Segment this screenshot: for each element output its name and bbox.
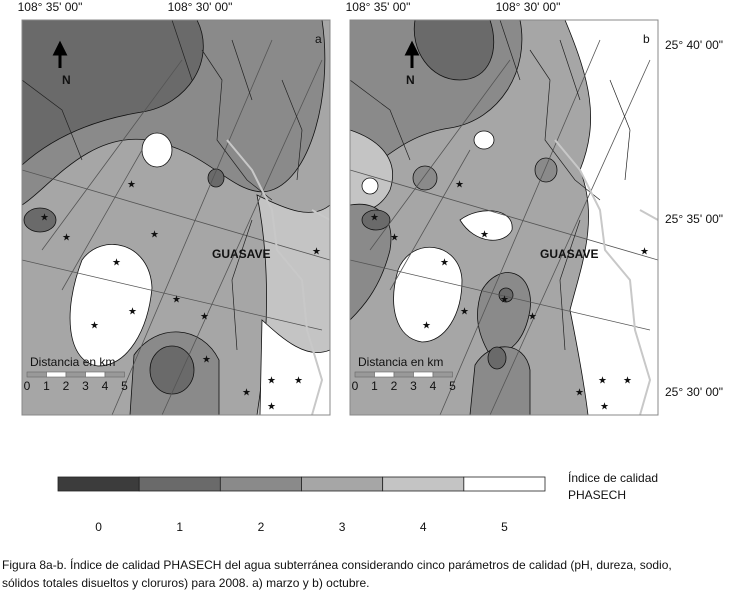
svg-text:★: ★ bbox=[200, 312, 209, 323]
svg-text:★: ★ bbox=[390, 233, 399, 244]
svg-text:★: ★ bbox=[370, 213, 379, 224]
map-panel: N ★ ★ ★ ★ ★ ★ ★ ★ ★ ★ ★ ★ ★ ★ bbox=[350, 20, 658, 415]
scale-segment bbox=[104, 371, 125, 378]
svg-text:★: ★ bbox=[575, 388, 584, 399]
latitude-label: 25° 30' 00" bbox=[665, 385, 723, 399]
scale-tick-label: 1 bbox=[371, 379, 378, 393]
svg-text:★: ★ bbox=[242, 388, 251, 399]
svg-text:★: ★ bbox=[623, 376, 632, 387]
legend-class-label: 4 bbox=[420, 520, 427, 534]
scale-title: Distancia en km bbox=[30, 355, 115, 369]
svg-text:N: N bbox=[62, 73, 71, 87]
scale-tick-label: 0 bbox=[24, 379, 31, 393]
scale-segment bbox=[413, 371, 434, 378]
map-panel: N ★ ★ ★ ★ ★ ★ ★ ★ ★ ★ ★ ★ ★ ★ ★ bbox=[22, 20, 330, 415]
scale-tick-label: 3 bbox=[82, 379, 89, 393]
svg-text:★: ★ bbox=[128, 307, 137, 318]
panel-letter: b bbox=[643, 32, 650, 46]
svg-text:★: ★ bbox=[294, 376, 303, 387]
legend-swatch bbox=[57, 476, 140, 492]
svg-text:★: ★ bbox=[90, 321, 99, 332]
svg-text:★: ★ bbox=[150, 230, 159, 241]
scale-segment bbox=[26, 371, 47, 378]
svg-text:★: ★ bbox=[480, 230, 489, 241]
scale-tick-label: 2 bbox=[391, 379, 398, 393]
latitude-label: 25° 35' 00" bbox=[665, 212, 723, 226]
legend-swatch bbox=[219, 476, 302, 492]
scale-segment bbox=[354, 371, 375, 378]
scale-tick-label: 1 bbox=[43, 379, 50, 393]
scale-segment bbox=[46, 371, 67, 378]
scale-tick-label: 5 bbox=[121, 379, 128, 393]
svg-text:★: ★ bbox=[500, 295, 509, 306]
scale-segment bbox=[432, 371, 453, 378]
longitude-label: 108° 30' 00" bbox=[168, 0, 233, 14]
svg-text:★: ★ bbox=[267, 376, 276, 387]
town-label: GUASAVE bbox=[212, 247, 270, 261]
scale-segment bbox=[393, 371, 414, 378]
scale-title: Distancia en km bbox=[358, 355, 443, 369]
legend-title: PHASECH bbox=[568, 488, 626, 502]
legend-class-label: 2 bbox=[258, 520, 265, 534]
svg-text:★: ★ bbox=[460, 307, 469, 318]
longitude-label: 108° 35' 00" bbox=[18, 0, 83, 14]
scale-tick-label: 0 bbox=[352, 379, 359, 393]
scale-tick-label: 4 bbox=[102, 379, 109, 393]
svg-text:★: ★ bbox=[598, 376, 607, 387]
svg-text:★: ★ bbox=[312, 247, 321, 258]
svg-text:★: ★ bbox=[640, 247, 649, 258]
svg-text:★: ★ bbox=[455, 180, 464, 191]
caption-line: sólidos totales disueltos y cloruros) pa… bbox=[2, 576, 370, 590]
caption-line: Figura 8a-b. Índice de calidad PHASECH d… bbox=[2, 557, 672, 572]
legend-class-label: 3 bbox=[339, 520, 346, 534]
scale-segment bbox=[374, 371, 395, 378]
legend-swatch bbox=[382, 476, 465, 492]
svg-text:★: ★ bbox=[202, 355, 211, 366]
legend-swatch bbox=[301, 476, 384, 492]
longitude-label: 108° 35' 00" bbox=[346, 0, 411, 14]
legend-swatch bbox=[138, 476, 221, 492]
svg-text:★: ★ bbox=[112, 258, 121, 269]
svg-text:★: ★ bbox=[172, 295, 181, 306]
svg-text:★: ★ bbox=[528, 312, 537, 323]
latitude-label: 25° 40' 00" bbox=[665, 38, 723, 52]
svg-text:★: ★ bbox=[40, 213, 49, 224]
legend-swatch bbox=[463, 476, 546, 492]
map-frame bbox=[21, 19, 331, 416]
map-frame bbox=[349, 19, 659, 416]
svg-text:★: ★ bbox=[440, 258, 449, 269]
legend-class-label: 0 bbox=[95, 520, 102, 534]
scale-tick-label: 2 bbox=[63, 379, 70, 393]
svg-text:★: ★ bbox=[127, 180, 136, 191]
svg-text:N: N bbox=[406, 73, 415, 87]
svg-text:★: ★ bbox=[267, 402, 276, 413]
scale-segment bbox=[85, 371, 106, 378]
svg-text:★: ★ bbox=[62, 233, 71, 244]
town-label: GUASAVE bbox=[540, 247, 598, 261]
scale-tick-label: 5 bbox=[449, 379, 456, 393]
legend-class-label: 5 bbox=[501, 520, 508, 534]
panel-letter: a bbox=[315, 32, 322, 46]
svg-text:★: ★ bbox=[422, 321, 431, 332]
scale-tick-label: 4 bbox=[430, 379, 437, 393]
svg-text:★: ★ bbox=[600, 402, 609, 413]
longitude-label: 108° 30' 00" bbox=[496, 0, 561, 14]
legend-class-label: 1 bbox=[176, 520, 183, 534]
scale-segment bbox=[65, 371, 86, 378]
scale-tick-label: 3 bbox=[410, 379, 417, 393]
legend-title: Índice de calidad bbox=[568, 470, 658, 485]
